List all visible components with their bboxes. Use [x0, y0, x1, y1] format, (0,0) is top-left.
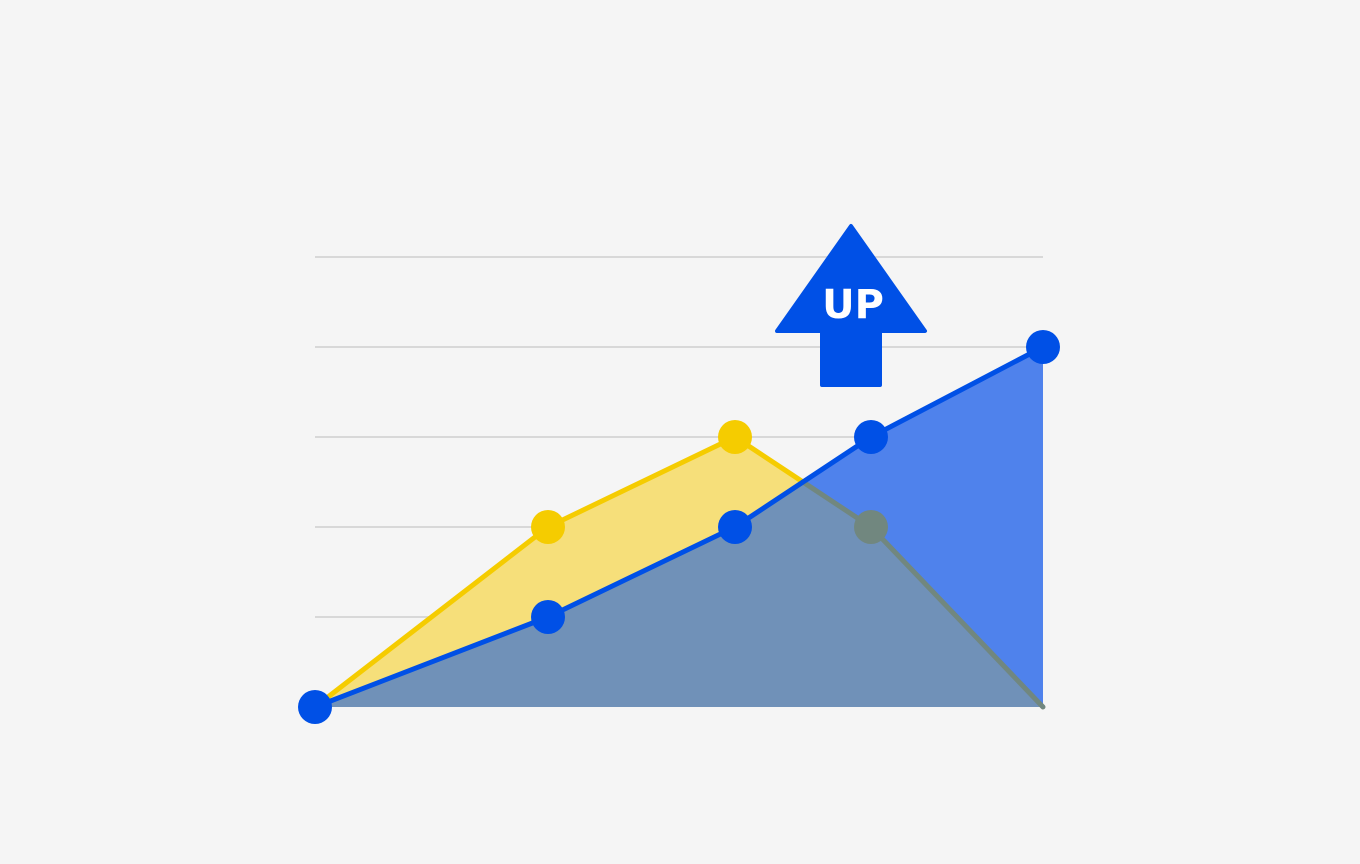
series-2-point [718, 510, 752, 544]
series-2-point [531, 600, 565, 634]
series-2-line-segment [868, 344, 1046, 440]
up-badge: UP [775, 224, 927, 387]
series-1-point [718, 420, 752, 454]
up-badge-label: UP [822, 282, 884, 328]
series-markers [298, 330, 1060, 724]
series-1-line-segment [545, 434, 738, 530]
series-2-line-segment [545, 524, 738, 620]
series-1-point [531, 510, 565, 544]
series-2-point [854, 420, 888, 454]
series-2-point [1026, 330, 1060, 364]
series-1-point [854, 510, 888, 544]
series-2-line-segment [732, 434, 874, 530]
series-1-line-segment [868, 524, 1046, 710]
series-2-point [298, 690, 332, 724]
series-2-line-segment [312, 614, 551, 710]
series-1-line-segment [312, 524, 551, 710]
up-arrow-icon [775, 224, 927, 387]
